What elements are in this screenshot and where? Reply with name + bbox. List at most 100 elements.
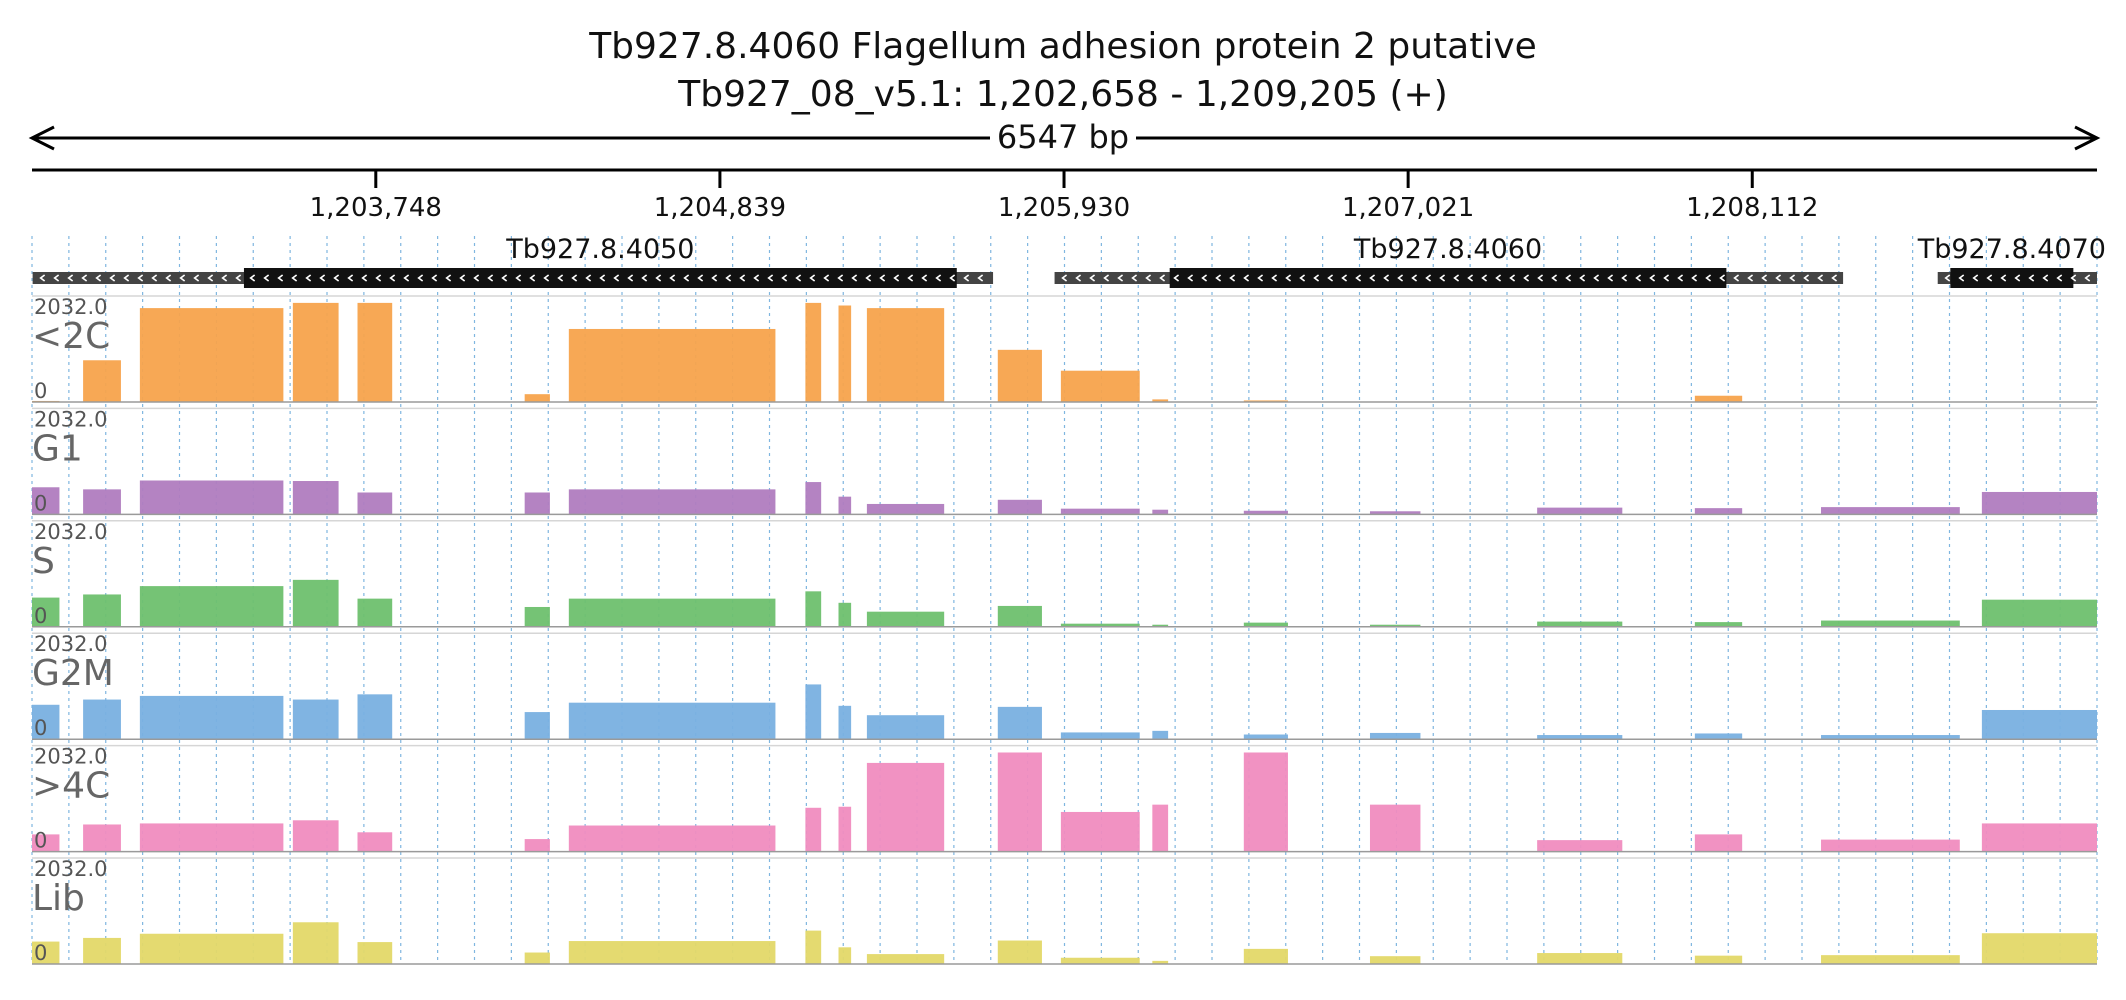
coverage-bar (292, 302, 339, 402)
coverage-bar (32, 487, 60, 515)
strand-chevron (1215, 274, 1222, 282)
strand-chevron (487, 274, 494, 282)
strand-chevron (375, 274, 382, 282)
strand-chevron (263, 274, 270, 282)
strand-chevron (1649, 274, 1656, 282)
strand-chevron (585, 274, 592, 282)
strand-chevron (809, 274, 816, 282)
strand-chevron (361, 274, 368, 282)
coverage-bar (1537, 507, 1623, 515)
strand-chevron (179, 274, 186, 282)
strand-chevron (347, 274, 354, 282)
coverage-bar (524, 952, 550, 964)
track-name: >4C (32, 766, 110, 807)
track-scale-min: 0 (34, 829, 47, 853)
coverage-bar (1243, 510, 1288, 515)
strand-chevron (1607, 274, 1614, 282)
coverage-bar (292, 820, 339, 852)
strand-chevron (1145, 274, 1152, 282)
coverage-bar (357, 492, 393, 515)
strand-chevron (683, 274, 690, 282)
strand-chevron (193, 274, 200, 282)
track-name: Lib (32, 878, 85, 919)
strand-chevron (1425, 274, 1432, 282)
strand-chevron (95, 274, 102, 282)
strand-chevron (403, 274, 410, 282)
strand-chevron (137, 274, 144, 282)
coverage-bar (1821, 735, 1960, 740)
strand-chevron (1131, 274, 1138, 282)
track-scale-max: 2032.0 (34, 857, 107, 881)
strand-chevron (893, 274, 900, 282)
coverage-bar (1369, 511, 1421, 515)
track-scale-min: 0 (34, 604, 47, 628)
coverage-bar (997, 349, 1042, 402)
coverage-bar (805, 684, 822, 740)
strand-chevron (1747, 274, 1754, 282)
strand-chevron (879, 274, 886, 282)
strand-chevron (1103, 274, 1110, 282)
strand-chevron (1061, 274, 1068, 282)
strand-chevron (711, 274, 718, 282)
coverage-bar (1694, 508, 1743, 515)
strand-chevron (767, 274, 774, 282)
coverage-bar (1537, 840, 1623, 852)
strand-chevron (781, 274, 788, 282)
coverage-bar (83, 489, 121, 515)
strand-chevron (2056, 274, 2063, 282)
strand-chevron (1075, 274, 1082, 282)
strand-chevron (1944, 274, 1951, 282)
coverage-bars (32, 684, 2097, 740)
coverage-bars (32, 579, 2097, 627)
strand-chevron (1243, 274, 1250, 282)
coverage-bar (524, 394, 550, 402)
strand-chevron (1691, 274, 1698, 282)
strand-chevron (207, 274, 214, 282)
strand-chevron (977, 274, 984, 282)
track-scale-max: 2032.0 (34, 632, 107, 656)
span-label: 6547 bp (997, 118, 1129, 156)
strand-chevron (1635, 274, 1642, 282)
strand-chevron (697, 274, 704, 282)
coverage-bar (139, 308, 284, 402)
track-scale-max: 2032.0 (34, 295, 107, 319)
axis-tick-label: 1,204,839 (654, 193, 786, 223)
coverage-bar (357, 694, 393, 740)
strand-chevron (1299, 274, 1306, 282)
strand-chevron (2084, 274, 2091, 282)
coverage-bar (524, 712, 550, 740)
strand-chevron (1761, 274, 1768, 282)
span-arrow (28, 125, 2101, 151)
track-name: G2M (32, 653, 114, 694)
coverage-track: 2032.0 0 G2M (32, 632, 2097, 740)
coverage-bar (292, 579, 339, 627)
strand-chevron (1355, 274, 1362, 282)
strand-chevron (627, 274, 634, 282)
gene-track: Tb927.8.4050 Tb927.8.4060 Tb927.8.4070 (32, 234, 2106, 288)
strand-chevron (1789, 274, 1796, 282)
strand-chevron (529, 274, 536, 282)
gene-strand-chevrons (1061, 274, 1838, 282)
coverage-track: 2032.0 0 >4C (32, 745, 2097, 853)
coverage-bar (866, 954, 945, 964)
strand-chevron (2028, 274, 2035, 282)
coverage-bar (1152, 730, 1169, 740)
coverage-bar (1821, 839, 1960, 852)
coverage-tracks: 2032.00<2C2032.00G12032.00S2032.00G2M203… (32, 295, 2097, 965)
strand-chevron (67, 274, 74, 282)
strand-chevron (459, 274, 466, 282)
strand-chevron (1229, 274, 1236, 282)
strand-chevron (613, 274, 620, 282)
coverage-bar (524, 492, 550, 515)
strand-chevron (2070, 274, 2077, 282)
coverage-bar (1060, 623, 1140, 627)
coverage-bar (524, 839, 550, 852)
strand-chevron (221, 274, 228, 282)
coverage-bar (1152, 804, 1169, 852)
coverage-bar (357, 942, 393, 964)
coverage-bar (1243, 400, 1288, 402)
coverage-bars (32, 480, 2097, 515)
strand-chevron (501, 274, 508, 282)
strand-chevron (39, 274, 46, 282)
strand-chevron (165, 274, 172, 282)
